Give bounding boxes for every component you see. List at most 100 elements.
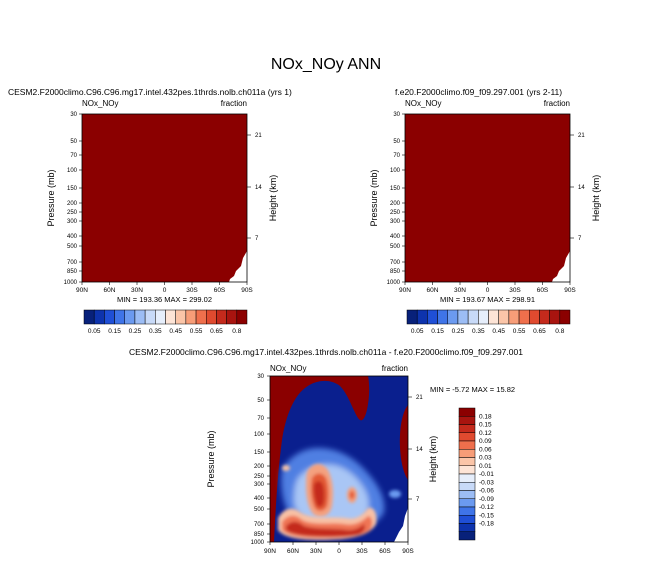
y-ticks: 30 50 70 100 150 200 250 300 400 500 700… — [387, 112, 405, 286]
y-right-ticks: 21 14 7 — [570, 133, 585, 242]
colorbar-swatch — [458, 498, 476, 508]
panel-right-label: fraction — [221, 99, 247, 108]
y-tick-label: 70 — [70, 153, 77, 159]
colorbar-swatch — [216, 309, 227, 325]
colorbar-swatch — [539, 309, 550, 325]
colorbar-label: -0.18 — [479, 521, 494, 528]
colorbar-label: 0.01 — [479, 463, 492, 470]
panel-top-left: CESM2.F2000climo.C96.C96.mg17.intel.432p… — [8, 87, 292, 304]
colorbar-swatch — [458, 440, 476, 450]
x-tick-label: 90S — [241, 287, 253, 294]
colorbar-swatch — [236, 309, 248, 325]
y-tick-label: 150 — [254, 450, 265, 456]
y-tick-label: 1000 — [64, 280, 78, 286]
colorbar-swatch — [458, 531, 476, 541]
y-tick-label: 500 — [254, 507, 265, 513]
x-tick-label: 90N — [399, 287, 411, 294]
colorbar-label: 0.05 — [411, 328, 424, 335]
y-tick-label: 100 — [254, 432, 265, 438]
y-tick-label: 400 — [254, 496, 265, 502]
colorbar-swatch — [226, 309, 238, 325]
stats-label: MIN = -5.72 MAX = 15.82 — [430, 385, 515, 394]
colorbar-swatch — [206, 309, 217, 325]
y-tick-label: 850 — [254, 532, 265, 538]
panel-bottom: CESM2.F2000climo.C96.C96.mg17.intel.432p… — [129, 347, 523, 555]
y-tick-label: 150 — [390, 186, 401, 192]
x-tick-label: 30N — [310, 548, 322, 555]
y-tick-label: 70 — [393, 153, 400, 159]
colorbar-swatch — [114, 309, 125, 325]
y-right-tick-label: 21 — [578, 133, 585, 139]
colorbar-swatch — [498, 309, 510, 325]
colorbar-swatch — [144, 309, 156, 325]
colorbar-label: 0.55 — [513, 328, 526, 335]
y-tick-label: 1000 — [251, 540, 265, 546]
x-tick-label: 60S — [214, 287, 226, 294]
y-right-tick-label: 14 — [255, 185, 262, 191]
colorbar-swatch — [458, 482, 476, 491]
colorbar-swatch — [458, 506, 476, 516]
colorbar-swatch — [83, 309, 95, 325]
y-axis-label: Pressure (mb) — [369, 169, 379, 226]
colorbar-swatch — [458, 424, 476, 433]
colorbar-label: 0.03 — [479, 455, 492, 462]
colorbar-swatch — [155, 309, 166, 325]
difference-field — [270, 376, 408, 542]
colorbar-label: 0.12 — [479, 430, 492, 437]
colorbar-label: 0.35 — [472, 328, 485, 335]
y-tick-label: 50 — [393, 139, 400, 145]
colorbar-swatch — [559, 309, 571, 325]
y-axis-right-label: Height (km) — [591, 175, 601, 222]
y-tick-label: 300 — [67, 219, 78, 225]
colorbar-swatch — [457, 309, 469, 325]
x-tick-label: 60S — [379, 548, 391, 555]
stats-label: MIN = 193.36 MAX = 299.02 — [117, 295, 212, 304]
colorbar-label: 0.45 — [492, 328, 505, 335]
colorbar-label: 0.05 — [88, 328, 101, 335]
y-ticks: 30 50 70 100 150 200 250 300 400 500 700… — [251, 374, 270, 546]
y-right-tick-label: 14 — [578, 185, 585, 191]
heatmap-field — [405, 114, 570, 282]
colorbar-swatch — [104, 309, 115, 325]
colorbar-label: -0.15 — [479, 512, 494, 519]
x-tick-label: 60N — [104, 287, 116, 294]
panel-left-label: NOx_NOy — [405, 99, 441, 108]
y-axis-label: Pressure (mb) — [46, 169, 56, 226]
colorbar-swatch — [478, 309, 489, 325]
surface-mask — [552, 251, 570, 282]
stats-label: MIN = 193.67 MAX = 298.91 — [440, 295, 535, 304]
y-tick-label: 700 — [67, 260, 78, 266]
colorbar-label: 0.15 — [431, 328, 444, 335]
x-tick-label: 60S — [537, 287, 549, 294]
colorbar-swatch — [427, 309, 438, 325]
y-tick-label: 850 — [67, 269, 78, 275]
colorbar-label: 0.8 — [232, 328, 241, 335]
panel-top-right: f.e20.F2000climo.f09_f09.297.001 (yrs 2-… — [369, 87, 601, 304]
colorbar-swatch — [529, 309, 540, 325]
colorbar-label: 0.45 — [169, 328, 182, 335]
colorbar-difference: 0.18 0.150.120.090.06 0.030.01-0.01-0.03 -0… — [458, 407, 494, 541]
y-right-tick-label: 14 — [416, 447, 423, 453]
y-axis-right-label: Height (km) — [428, 436, 438, 483]
x-tick-label: 0 — [486, 287, 490, 294]
x-tick-label: 30S — [356, 548, 368, 555]
heatmap-field — [82, 114, 247, 282]
colorbar-label: 0.09 — [479, 438, 492, 445]
y-tick-label: 300 — [390, 219, 401, 225]
y-right-ticks: 21 14 7 — [247, 133, 262, 242]
y-tick-label: 250 — [67, 210, 78, 216]
y-right-tick-label: 21 — [255, 133, 262, 139]
x-tick-label: 30S — [509, 287, 521, 294]
colorbar-swatch — [458, 449, 476, 458]
colorbar-swatch — [549, 309, 561, 325]
y-right-ticks: 21 14 7 — [408, 395, 423, 503]
panel-left-label: NOx_NOy — [270, 364, 306, 373]
colorbar-label: 0.8 — [555, 328, 564, 335]
x-tick-label: 30S — [186, 287, 198, 294]
colorbar-swatch — [195, 309, 207, 325]
colorbar-swatch — [447, 309, 459, 325]
colorbar-swatch — [93, 309, 105, 325]
y-tick-label: 400 — [390, 234, 401, 240]
y-tick-label: 300 — [254, 482, 265, 488]
x-ticks: 90N 60N 30N 0 30S 60S 90S — [264, 542, 414, 555]
